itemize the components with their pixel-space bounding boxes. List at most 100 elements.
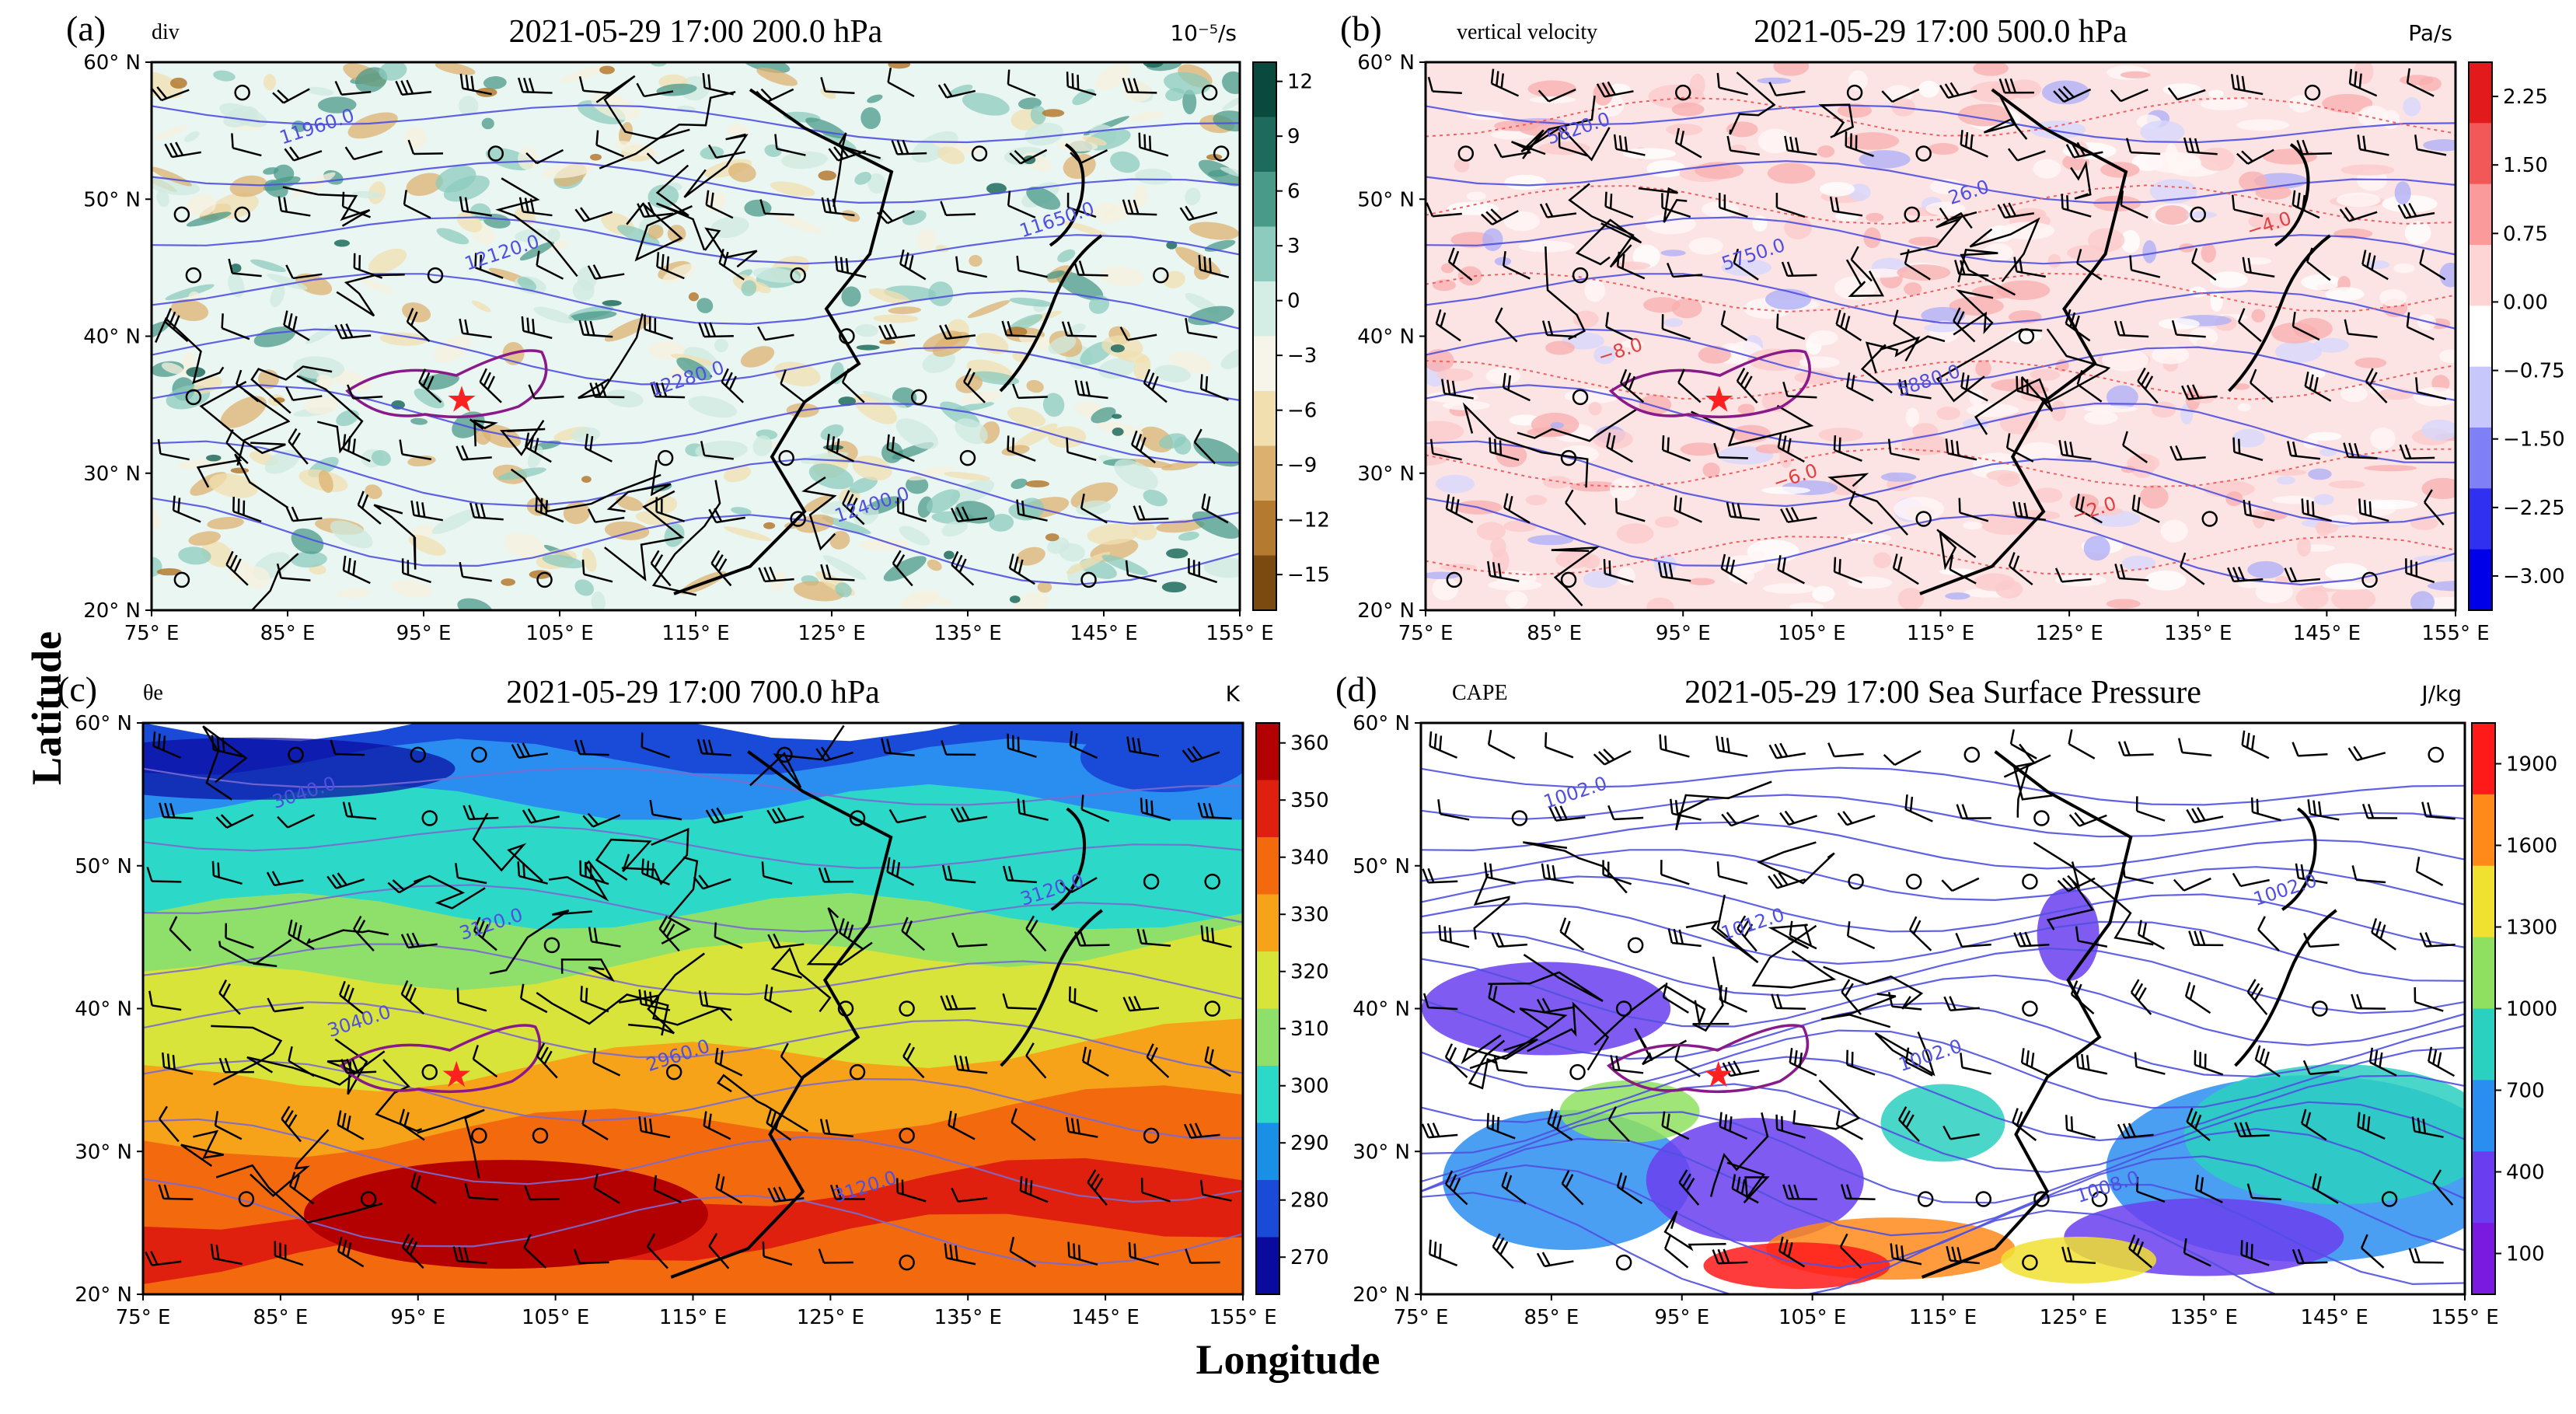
x-tick-label: 135° E (2164, 622, 2232, 645)
colorbar-segment (1256, 1066, 1279, 1124)
panel-unit: K (1226, 681, 1241, 707)
y-tick-label: 60° N (83, 51, 141, 75)
y-tick-label: 60° N (75, 712, 132, 735)
y-tick-label: 30° N (1357, 463, 1415, 486)
x-tick-label: 75° E (116, 1306, 171, 1329)
colorbar-segment (2472, 1080, 2495, 1152)
colorbar-tick-label: −9 (1287, 454, 1317, 477)
x-tick-label: 95° E (1654, 1306, 1709, 1329)
colorbar-tick-label: −3 (1287, 344, 1317, 368)
x-tick-label: 115° E (659, 1306, 727, 1329)
x-tick-label: 105° E (525, 622, 593, 645)
panel-title: 2021-05-29 17:00 700.0 hPa (506, 675, 880, 710)
location-star-marker: ★ (1703, 379, 1735, 421)
colorbar-segment (2472, 866, 2495, 938)
colorbar-tick-label: 310 (1290, 1018, 1329, 1041)
x-tick-label: 145° E (1071, 1306, 1139, 1329)
x-tick-label: 135° E (2170, 1306, 2238, 1329)
x-tick-label: 135° E (934, 622, 1001, 645)
colorbar-tick-label: 3 (1287, 235, 1300, 258)
panel-variable-label: div (152, 20, 180, 44)
colorbar-segment (2469, 305, 2492, 367)
colorbar-tick-label: 280 (1290, 1189, 1329, 1213)
colorbar-segment (2469, 62, 2492, 124)
colorbar-tick-label: 2.25 (2503, 86, 2548, 109)
colorbar-tick-label: 340 (1290, 847, 1329, 870)
colorbar-tick-label: −3.00 (2503, 565, 2565, 588)
x-tick-label: 155° E (2421, 622, 2489, 645)
colorbar-segment (2472, 794, 2495, 867)
colorbar-segment (1256, 780, 1279, 839)
y-axis-label: Latitude (23, 630, 71, 786)
colorbar-tick-label: 1900 (2506, 753, 2557, 777)
panel-letter: (a) (66, 9, 106, 48)
colorbar-tick-label: 1000 (2506, 998, 2557, 1021)
x-tick-label: 145° E (1070, 622, 1137, 645)
colorbar-tick-label: 290 (1290, 1132, 1329, 1155)
colorbar-segment (2472, 937, 2495, 1010)
x-tick-label: 85° E (260, 622, 316, 645)
colorbar-segment (1256, 1238, 1279, 1296)
colorbar-segment (2472, 1151, 2495, 1224)
colorbar-segment (1256, 895, 1279, 953)
colorbar-tick-label: 100 (2506, 1243, 2545, 1266)
colorbar-tick-label: 700 (2506, 1080, 2545, 1103)
y-tick-label: 40° N (83, 326, 141, 349)
colorbar-segment (1256, 837, 1279, 896)
location-star-marker: ★ (1702, 1053, 1734, 1095)
colorbar-segment (1253, 227, 1276, 283)
colorbar-tick-label: 0.75 (2503, 222, 2548, 246)
colorbar-tick-label: −2.25 (2503, 497, 2565, 520)
x-tick-label: 155° E (1209, 1306, 1276, 1329)
panel-variable-label: vertical velocity (1457, 20, 1597, 44)
y-tick-label: 20° N (1357, 599, 1415, 623)
colorbar-segment (1253, 172, 1276, 228)
y-tick-label: 50° N (75, 855, 132, 878)
x-tick-label: 105° E (522, 1306, 589, 1329)
colorbar-segment (2469, 245, 2492, 306)
colorbar-segment (1253, 337, 1276, 393)
colorbar-tick-label: 6 (1287, 180, 1300, 204)
colorbar-segment (1253, 446, 1276, 502)
location-star-marker: ★ (445, 379, 477, 421)
x-tick-label: 105° E (1778, 622, 1845, 645)
y-tick-label: 30° N (83, 463, 141, 486)
colorbar-tick-label: 12 (1287, 71, 1313, 94)
colorbar-segment (1253, 391, 1276, 447)
panel-unit: J/kg (2420, 681, 2462, 707)
colorbar-segment (2469, 367, 2492, 428)
colorbar-segment (1253, 281, 1276, 337)
y-tick-label: 50° N (83, 188, 141, 211)
x-tick-label: 75° E (1398, 622, 1454, 645)
x-tick-label: 75° E (1394, 1306, 1449, 1329)
panel-variable-label: CAPE (1452, 681, 1508, 705)
x-tick-label: 125° E (2040, 1306, 2107, 1329)
colorbar-segment (1256, 1123, 1279, 1182)
x-tick-label: 95° E (396, 622, 452, 645)
location-star-marker: ★ (441, 1053, 473, 1095)
panel-unit: 10⁻⁵/s (1170, 20, 1237, 46)
x-tick-label: 135° E (934, 1306, 1002, 1329)
colorbar-tick-label: 360 (1290, 732, 1329, 756)
colorbar-segment (2469, 428, 2492, 489)
panel-variable-label: θe (143, 681, 163, 705)
colorbar-segment (2472, 723, 2495, 795)
colorbar-segment (1256, 1180, 1279, 1238)
x-axis-label: Longitude (0, 1335, 2576, 1384)
colorbar-tick-label: 1.50 (2503, 154, 2548, 177)
colorbar-segment (1253, 501, 1276, 557)
y-tick-label: 60° N (1353, 712, 1410, 735)
colorbar-segment (2469, 488, 2492, 550)
colorbar-tick-label: −12 (1287, 509, 1330, 532)
panel-letter: (d) (1335, 669, 1377, 709)
x-tick-label: 125° E (798, 622, 865, 645)
x-tick-label: 85° E (1524, 1306, 1579, 1329)
colorbar-tick-label: −0.75 (2503, 360, 2565, 383)
colorbar-tick-label: 270 (1290, 1246, 1329, 1269)
x-tick-label: 85° E (253, 1306, 308, 1329)
